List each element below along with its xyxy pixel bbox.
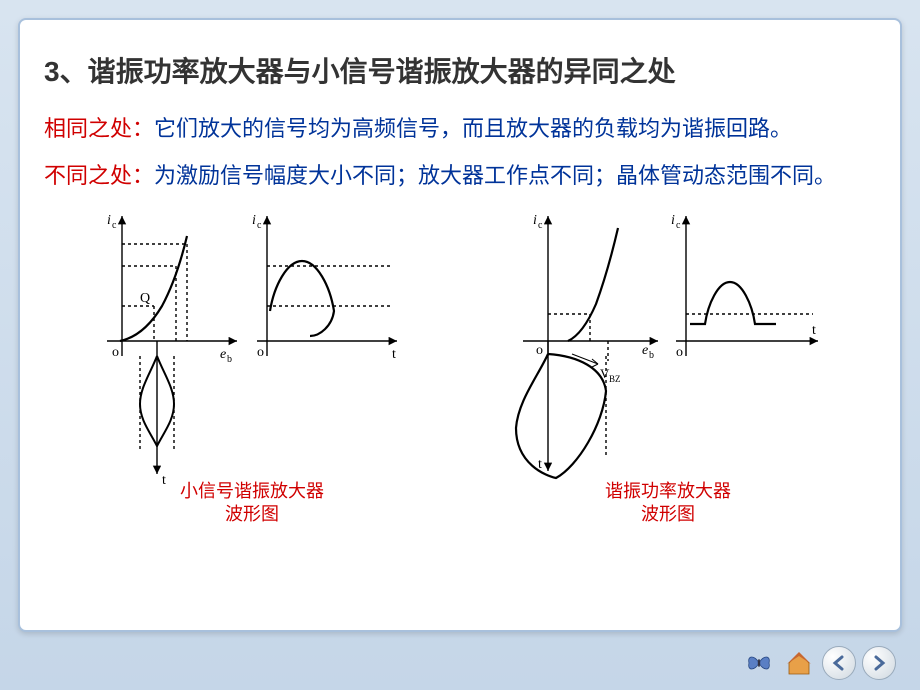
right-caption-1: 谐振功率放大器	[605, 481, 731, 501]
svg-text:c: c	[676, 220, 681, 231]
svg-text:o: o	[676, 345, 683, 360]
svg-text:t: t	[812, 323, 816, 338]
text-diff: 为激励信号幅度大小不同；放大器工作点不同；晶体管动态范围不同。	[154, 159, 876, 192]
left-caption-2: 波形图	[225, 504, 279, 524]
svg-text:c: c	[257, 220, 262, 231]
slide-title: 3、谐振功率放大器与小信号谐振放大器的异同之处	[44, 50, 876, 90]
svg-text:c: c	[538, 220, 543, 231]
paragraph-diff: 不同之处： 为激励信号幅度大小不同；放大器工作点不同；晶体管动态范围不同。	[44, 159, 876, 192]
diagram-row: Q	[44, 206, 876, 527]
svg-text:o: o	[257, 345, 264, 360]
svg-text:o: o	[536, 343, 543, 358]
right-caption: 谐振功率放大器 波形图	[508, 480, 828, 527]
svg-text:t: t	[538, 457, 542, 472]
label-diff: 不同之处：	[44, 159, 154, 192]
svg-text:e: e	[220, 347, 226, 362]
right-caption-2: 波形图	[641, 504, 695, 524]
left-caption: 小信号谐振放大器 波形图	[92, 480, 412, 527]
home-icon[interactable]	[782, 646, 816, 680]
butterfly-icon[interactable]	[742, 646, 776, 680]
left-diagram-svg: Q	[92, 206, 412, 486]
svg-text:i: i	[252, 213, 256, 228]
svg-text:c: c	[112, 220, 117, 231]
prev-button[interactable]	[822, 646, 856, 680]
left-diagram-block: Q	[92, 206, 412, 527]
right-diagram-svg: i c o e b V BZ i c o t t	[508, 206, 828, 486]
svg-text:Q: Q	[140, 291, 150, 306]
slide-frame: 3、谐振功率放大器与小信号谐振放大器的异同之处 相同之处： 它们放大的信号均为高…	[18, 18, 902, 632]
svg-text:b: b	[649, 350, 654, 361]
svg-text:o: o	[112, 345, 119, 360]
svg-text:e: e	[642, 343, 648, 358]
text-same: 它们放大的信号均为高频信号，而且放大器的负载均为谐振回路。	[154, 112, 876, 145]
label-same: 相同之处：	[44, 112, 154, 145]
svg-text:BZ: BZ	[609, 374, 621, 384]
svg-text:t: t	[162, 473, 166, 486]
svg-text:i: i	[671, 213, 675, 228]
nav-bar	[742, 646, 896, 680]
next-button[interactable]	[862, 646, 896, 680]
left-caption-1: 小信号谐振放大器	[180, 481, 324, 501]
right-diagram-block: i c o e b V BZ i c o t t 谐振功率放大器 波形图	[508, 206, 828, 527]
svg-text:i: i	[533, 213, 537, 228]
svg-text:t: t	[392, 347, 396, 362]
paragraph-same: 相同之处： 它们放大的信号均为高频信号，而且放大器的负载均为谐振回路。	[44, 112, 876, 145]
svg-text:b: b	[227, 354, 232, 365]
svg-text:i: i	[107, 213, 111, 228]
